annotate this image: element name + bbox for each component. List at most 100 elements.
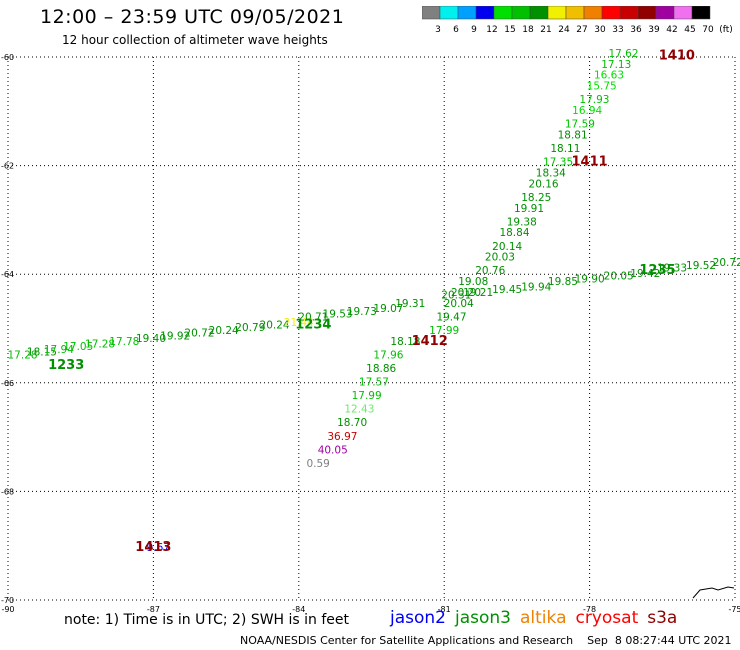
- swh-value-label: 20.31: [441, 290, 471, 302]
- color-legend: 3 6 9 12 15 18 21 24 27 30 33 36 39 42 45 70 (ft): [422, 6, 732, 35]
- swh-value-label: 19.85: [548, 276, 578, 288]
- swh-value-label: 20.03: [485, 252, 515, 264]
- swh-value-label: 19.07: [373, 303, 403, 315]
- swh-value-label: 19.53: [323, 309, 353, 321]
- swh-value-label: 20.76: [475, 265, 505, 277]
- lat-tick-label: -60: [1, 53, 14, 62]
- swh-value-label: 19.31: [395, 298, 425, 310]
- legend-label: 70: [702, 25, 714, 35]
- pass-number-label: 1235: [639, 263, 675, 278]
- legend-label: (ft): [719, 25, 732, 35]
- swh-value-label: 20.79: [235, 322, 265, 334]
- lon-tick-label: -84: [292, 605, 305, 614]
- pass-number-label: 1411: [572, 155, 608, 170]
- legend-label: 3: [435, 25, 441, 35]
- swh-value-label: 18.34: [536, 167, 566, 179]
- swh-value-label: 20.05: [604, 271, 634, 283]
- map-title: 12:00 – 23:59 UTC 09/05/2021: [40, 6, 345, 28]
- lon-tick-label: -78: [583, 605, 596, 614]
- swh-value-label: 17.94: [44, 344, 74, 356]
- swh-value-label: 20.04: [444, 298, 474, 310]
- satellite-cryosat: cryosat: [575, 608, 639, 628]
- pass-number-label: 1234: [295, 318, 331, 333]
- legend-label: 33: [612, 25, 623, 35]
- swh-value-label: 17.05: [63, 341, 93, 353]
- satellite-legend: jason2 jason3 altika cryosat s3a: [390, 608, 686, 628]
- legend-label: 24: [558, 25, 570, 35]
- swh-value-label: 19.08: [458, 276, 488, 288]
- swh-value-label: 21.44: [284, 317, 314, 329]
- pass-number-label: 1412: [412, 334, 448, 349]
- lat-tick-label: -66: [1, 379, 14, 388]
- swh-value-label: 18.86: [366, 363, 396, 375]
- credit-line: NOAA/NESDIS Center for Satellite Applica…: [240, 634, 732, 647]
- swh-value-label: 19.33: [657, 262, 687, 274]
- lat-tick-label: -62: [1, 162, 14, 171]
- coastline: [692, 586, 735, 599]
- legend-label: 6: [453, 25, 459, 35]
- legend-label: 21: [540, 25, 551, 35]
- lat-tick-label: -64: [1, 270, 14, 279]
- swh-value-label: 19.92: [160, 330, 190, 342]
- satellite-jason3: jason3: [455, 608, 511, 628]
- swh-value-label: 17.96: [373, 349, 403, 361]
- legend-label: 36: [630, 25, 642, 35]
- legend-label: 18: [522, 25, 534, 35]
- swh-value-label: 18.81: [558, 129, 588, 141]
- swh-value-label: 9.67: [147, 542, 170, 554]
- legend-label: 12: [486, 25, 497, 35]
- swh-value-label: 17.99: [429, 325, 459, 337]
- swh-value-label: 19.73: [347, 306, 377, 318]
- swh-value-label: 17.13: [601, 59, 631, 71]
- swh-value-label: 20.71: [298, 311, 328, 323]
- swh-value-label: 18.11: [550, 143, 580, 155]
- swh-value-label: 12.43: [344, 404, 374, 416]
- swh-value-label: 40.05: [318, 444, 348, 456]
- legend-label: 30: [594, 25, 606, 35]
- swh-value-label: 19.38: [507, 216, 537, 228]
- satellite-s3a: s3a: [647, 608, 678, 628]
- swh-value-label: 17.93: [579, 94, 609, 106]
- swh-value-label: 19.91: [514, 203, 544, 215]
- swh-value-label: 20.14: [492, 241, 522, 253]
- swh-value-label: 17.57: [359, 377, 389, 389]
- swh-value-label: 20.24: [260, 320, 290, 332]
- swh-value-label: 18.84: [499, 227, 529, 239]
- swh-value-label: 19.90: [575, 273, 605, 285]
- pass-number-label: 1410: [659, 49, 695, 64]
- swh-value-label: 18.18: [390, 336, 420, 348]
- swh-value-label: 20.72: [713, 257, 740, 269]
- swh-value-label: 19.94: [521, 281, 551, 293]
- swh-value-label: 18.15: [27, 347, 57, 359]
- map-subtitle: 12 hour collection of altimeter wave hei…: [62, 33, 328, 47]
- pass-number-label: 1233: [48, 358, 84, 373]
- satellite-jason2: jason2: [390, 608, 446, 628]
- lon-tick-label: -87: [147, 605, 160, 614]
- lon-tick-label: -90: [1, 605, 14, 614]
- legend-swatch: [691, 6, 711, 20]
- legend-label: 9: [471, 25, 477, 35]
- pass-number-label: 1413: [135, 540, 171, 555]
- swh-value-label: 16.63: [594, 70, 624, 82]
- swh-value-label: 17.35: [543, 157, 573, 169]
- swh-value-label: 17.28: [8, 349, 38, 361]
- lon-tick-label: -81: [438, 605, 451, 614]
- swh-value-label: 20.16: [529, 178, 559, 190]
- swh-value-label: 19.47: [436, 311, 466, 323]
- legend-label: 27: [576, 25, 587, 35]
- swh-value-label: 18.70: [337, 417, 367, 429]
- swh-value-label: 17.62: [608, 48, 638, 60]
- swh-value-label: 36.97: [327, 431, 357, 443]
- lon-tick-label: -75: [728, 605, 740, 614]
- swh-value-label: 18.25: [521, 192, 551, 204]
- legend-label: 15: [504, 25, 515, 35]
- swh-value-label: 15.75: [587, 81, 617, 93]
- swh-value-label: 17.99: [352, 390, 382, 402]
- swh-value-label: 17.59: [565, 119, 595, 131]
- swh-value-label: 19.21: [463, 287, 493, 299]
- swh-value-label: 20.72: [184, 328, 214, 340]
- satellite-altika: altika: [520, 608, 567, 628]
- swh-value-label: 0.59: [306, 458, 329, 470]
- legend-label: 42: [666, 25, 677, 35]
